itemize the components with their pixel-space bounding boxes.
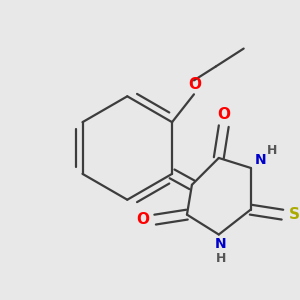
Text: S: S (289, 207, 300, 222)
Text: H: H (267, 143, 278, 157)
Text: O: O (188, 77, 201, 92)
Text: O: O (137, 212, 150, 227)
Text: O: O (217, 107, 230, 122)
Text: N: N (215, 238, 226, 251)
Text: N: N (255, 153, 266, 167)
Text: H: H (216, 252, 226, 265)
